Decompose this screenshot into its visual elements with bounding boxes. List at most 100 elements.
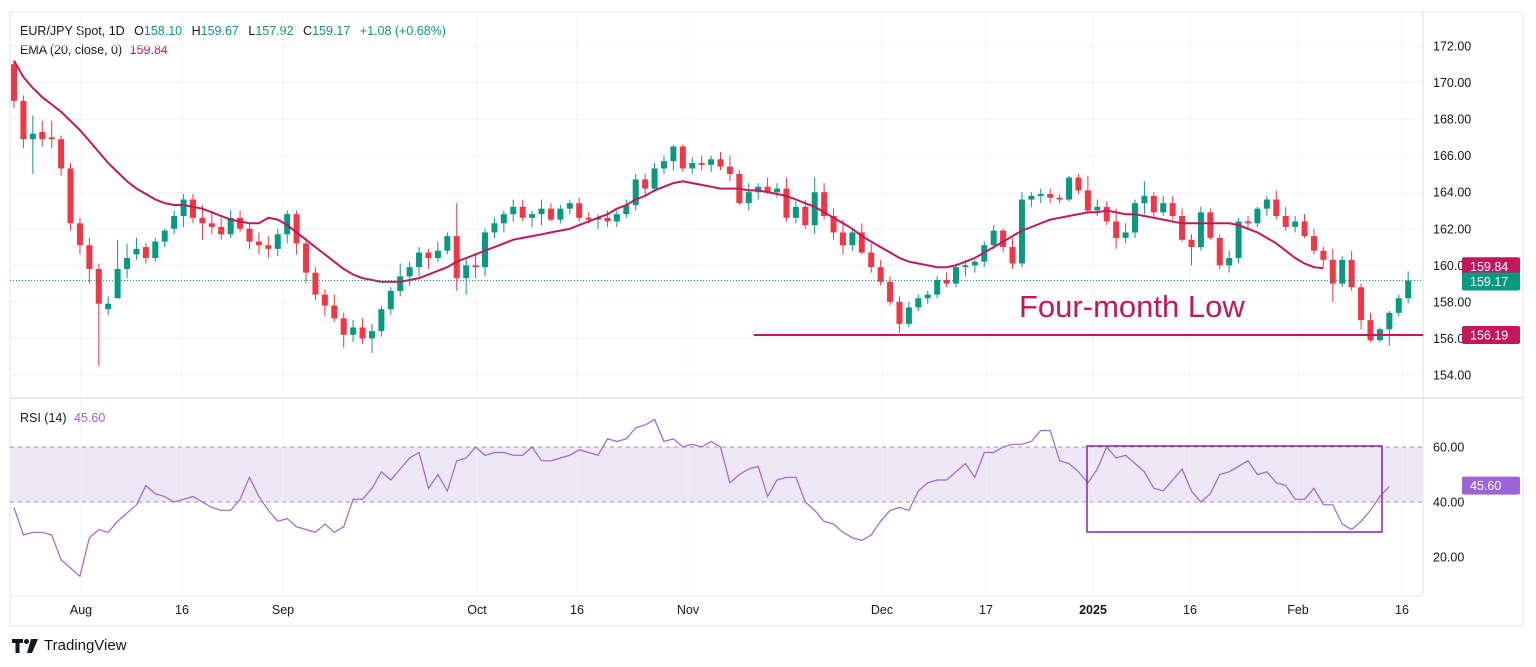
svg-text:156.19: 156.19 [1470, 328, 1508, 342]
price-tick-label: 160.00 [1433, 259, 1471, 273]
candle-body [1197, 212, 1204, 248]
svg-text:159.84: 159.84 [1470, 260, 1508, 274]
candle-body [868, 252, 875, 268]
candle-body [171, 215, 178, 229]
price-tick-label: 168.00 [1433, 113, 1471, 127]
candle-body [877, 267, 884, 282]
candle-body [303, 243, 310, 273]
candle-body [218, 226, 225, 235]
candle-body [255, 241, 262, 246]
candle-body [792, 206, 799, 218]
candle-body [1245, 221, 1252, 224]
candle-body [500, 214, 507, 224]
candle-body [1301, 221, 1308, 237]
last-price-tag: 159.17 [1462, 272, 1520, 291]
candle-body [1160, 203, 1167, 213]
time-tick-label: Dec [871, 603, 893, 617]
candle-body [444, 236, 451, 251]
candle-body [95, 268, 102, 304]
candle-body [1103, 206, 1110, 222]
tradingview-logo[interactable]: TradingView [12, 637, 127, 654]
price-axis: 154.00 156.00 158.00 160.00 162.00 164.00 166.… [10, 40, 1471, 383]
rsi-value: 45.60 [74, 411, 106, 425]
candle-body [1009, 247, 1016, 264]
candle-body [802, 206, 809, 226]
candle-body [849, 232, 856, 246]
candle-body [142, 247, 149, 259]
candle-body [58, 139, 65, 169]
open-value: 158.10 [143, 24, 183, 38]
candle-body [604, 217, 611, 222]
candle-body [830, 215, 837, 233]
candle-body [1084, 190, 1091, 211]
candle-body [199, 217, 206, 224]
candle-body [1113, 221, 1120, 238]
time-tick-label: Aug [70, 603, 92, 617]
candle-body [180, 199, 187, 216]
rsi-axis: 20.00 40.00 60.00 [1433, 441, 1464, 565]
candle-body [660, 161, 667, 169]
tradingview-logo-text: TradingView [44, 637, 127, 654]
candle-body [1131, 203, 1138, 233]
candle-body [416, 252, 423, 268]
price-tick-label: 162.00 [1433, 222, 1471, 236]
candle-body [1122, 232, 1129, 238]
candle-body [1386, 312, 1393, 330]
candle-body [463, 265, 470, 279]
candle-body [378, 309, 385, 332]
rsi-highlight-box[interactable] [1086, 445, 1383, 533]
candle-body [708, 159, 715, 165]
candle-body [246, 228, 253, 242]
candle-body [1235, 221, 1242, 259]
close-key: C [303, 24, 313, 38]
candle-body [124, 258, 131, 269]
candle-body [406, 267, 413, 277]
candle-body [962, 265, 969, 268]
low-value: 157.92 [255, 24, 294, 38]
candle-body [1358, 287, 1365, 321]
candle-body [11, 64, 17, 101]
candle-body [161, 230, 168, 242]
candle-body [1310, 236, 1317, 251]
candle-body [623, 205, 630, 215]
candle-body [227, 217, 234, 235]
candle-body [1216, 237, 1223, 266]
time-tick-label: 16 [175, 603, 189, 617]
candle-body [1282, 215, 1289, 227]
price-tick-label: 156.00 [1433, 332, 1471, 346]
candle-body [943, 279, 950, 284]
candle-body [1188, 239, 1195, 248]
candle-body [1169, 203, 1176, 216]
candle-body [189, 199, 196, 218]
candle-body [453, 236, 460, 279]
candle-body [1263, 199, 1270, 209]
candle-body [1056, 197, 1063, 200]
candle-body [689, 162, 696, 169]
candle-body [114, 268, 121, 299]
price-tick-label: 166.00 [1433, 149, 1471, 163]
candle-body [208, 223, 215, 227]
candle-body [105, 303, 112, 310]
candle-body [76, 223, 83, 246]
candle-body [237, 217, 244, 229]
four-month-low-annotation[interactable]: Four-month Low [1019, 289, 1245, 324]
candle-body [858, 232, 865, 253]
candle-body [774, 188, 781, 193]
candle-body [811, 192, 818, 226]
time-tick-label: 2025 [1079, 603, 1107, 617]
rsi-band [10, 446, 1423, 503]
candle-body [745, 192, 752, 204]
ohlc-legend: EUR/JPY Spot, 1D O158.10 H159.67 L157.92… [20, 24, 446, 38]
candle-body [1273, 199, 1280, 216]
price-tick-label: 158.00 [1433, 295, 1471, 309]
rsi-tick-label: 20.00 [1433, 551, 1464, 565]
candle-body [1367, 320, 1374, 341]
candle-body [670, 146, 677, 162]
candle-body [764, 186, 771, 193]
candle-body [934, 279, 941, 295]
time-tick-label: Oct [467, 603, 487, 617]
svg-text:45.60: 45.60 [1470, 479, 1501, 493]
candle-body [915, 298, 922, 308]
change-value: +1.08 (+0.68%) [359, 24, 446, 38]
